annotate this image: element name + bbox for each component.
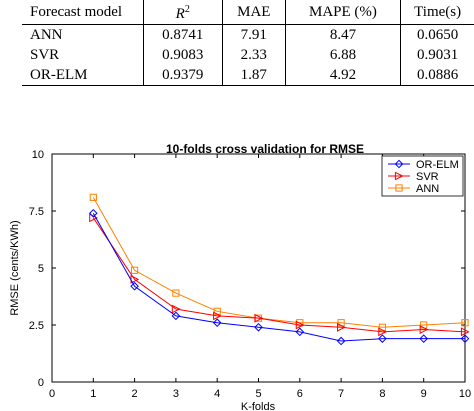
y-tick-label: 7.5 <box>29 206 44 218</box>
chart-title: 10-folds cross validation for RMSE <box>166 142 364 156</box>
results-table: Forecast model R2 MAE MAPE (%) Time(s) A… <box>22 0 474 86</box>
header-mape: MAPE (%) <box>284 0 401 25</box>
y-tick-label: 2.5 <box>29 320 44 332</box>
series-or-elm <box>88 208 470 346</box>
cell-model: SVR <box>30 47 60 63</box>
header-r-squared: R2 <box>142 0 223 25</box>
y-axis: 0 2.5 5 7.5 10 <box>29 149 465 389</box>
x-tick-label: 7 <box>338 388 344 400</box>
header-forecast-model: Forecast model <box>30 4 123 20</box>
data-point-ann <box>461 319 469 327</box>
data-point-svr <box>337 322 346 332</box>
cell-mape: 8.47 <box>284 24 401 45</box>
legend-label-svr: SVR <box>416 171 439 183</box>
y-tick-label: 0 <box>38 377 44 389</box>
data-point-svr <box>171 304 181 314</box>
x-axis: 0 1 2 3 4 5 6 7 8 9 10 <box>49 154 471 400</box>
y-axis-label: RMSE (cents/KWh) <box>9 220 21 315</box>
data-point-svr <box>254 313 264 323</box>
cell-mae: 1.87 <box>221 65 286 86</box>
cell-mape: 6.88 <box>284 45 401 65</box>
x-tick-label: 3 <box>173 388 179 400</box>
header-time: Time(s) <box>400 0 474 25</box>
data-point-or-elm <box>171 311 181 321</box>
data-point-or-elm <box>460 334 470 343</box>
table-row: ANN 0.8741 7.91 8.47 0.0650 <box>22 24 474 45</box>
cell-r2: 0.8741 <box>142 24 223 45</box>
cell-model: ANN <box>30 27 63 43</box>
x-tick-label: 2 <box>132 388 138 400</box>
x-axis-label: K-folds <box>241 401 276 411</box>
table-row: OR-ELM 0.9379 1.87 4.92 0.0886 <box>22 65 474 86</box>
cell-time: 0.0886 <box>400 65 474 86</box>
x-tick-label: 9 <box>421 388 427 400</box>
cell-mae: 2.33 <box>221 45 286 65</box>
legend-marker-svr <box>394 171 404 181</box>
legend-marker-ann <box>395 184 403 192</box>
cell-r2: 0.9379 <box>142 65 223 86</box>
series-line-or-elm <box>92 213 465 342</box>
cell-model: OR-ELM <box>30 67 88 83</box>
x-tick-label: 0 <box>49 388 55 400</box>
header-r-exponent: 2 <box>184 4 190 15</box>
data-point-or-elm <box>378 334 387 343</box>
x-tick-label: 8 <box>379 388 385 400</box>
data-point-or-elm <box>212 318 222 328</box>
cell-mape: 4.92 <box>284 65 401 86</box>
data-point-or-elm <box>254 322 263 332</box>
data-point-or-elm <box>88 208 98 218</box>
series-svr <box>89 213 470 337</box>
table-row: SVR 0.9083 2.33 6.88 0.9031 <box>22 45 474 65</box>
legend-label-ann: ANN <box>416 183 439 195</box>
series-line-ann <box>92 197 466 328</box>
x-tick-label: 6 <box>297 388 303 400</box>
cell-time: 0.9031 <box>400 45 474 65</box>
data-point-svr <box>460 327 470 337</box>
data-point-svr <box>89 213 99 223</box>
data-point-or-elm <box>419 334 429 343</box>
table-header-row: Forecast model R2 MAE MAPE (%) Time(s) <box>22 0 474 25</box>
data-point-svr <box>378 327 388 337</box>
data-point-or-elm <box>130 281 139 291</box>
legend-marker-or-elm <box>394 159 404 169</box>
cell-time: 0.0650 <box>400 24 474 45</box>
y-tick-label: 10 <box>32 149 44 161</box>
rmse-line-chart: 10-folds cross validation for RMSE 0 1 2 3 4… <box>9 142 471 411</box>
x-tick-label: 4 <box>214 388 220 400</box>
series-layer <box>88 193 470 346</box>
x-tick-label: 10 <box>459 388 471 400</box>
cell-r2: 0.9083 <box>142 45 223 65</box>
cell-mae: 7.91 <box>221 24 286 45</box>
data-point-ann <box>172 289 180 297</box>
data-point-or-elm <box>336 336 346 346</box>
series-line-svr <box>92 217 466 333</box>
data-point-ann <box>131 266 139 274</box>
data-point-ann <box>89 193 97 201</box>
data-point-or-elm <box>295 327 305 337</box>
header-r-symbol: R <box>175 6 185 22</box>
data-point-svr <box>419 325 429 334</box>
y-tick-label: 5 <box>38 263 44 275</box>
data-point-svr <box>295 320 305 330</box>
data-point-svr <box>213 311 222 321</box>
x-tick-label: 1 <box>90 388 96 400</box>
x-tick-label: 5 <box>255 388 261 400</box>
legend-label-or-elm: OR-ELM <box>416 159 459 171</box>
header-mae: MAE <box>221 0 286 25</box>
